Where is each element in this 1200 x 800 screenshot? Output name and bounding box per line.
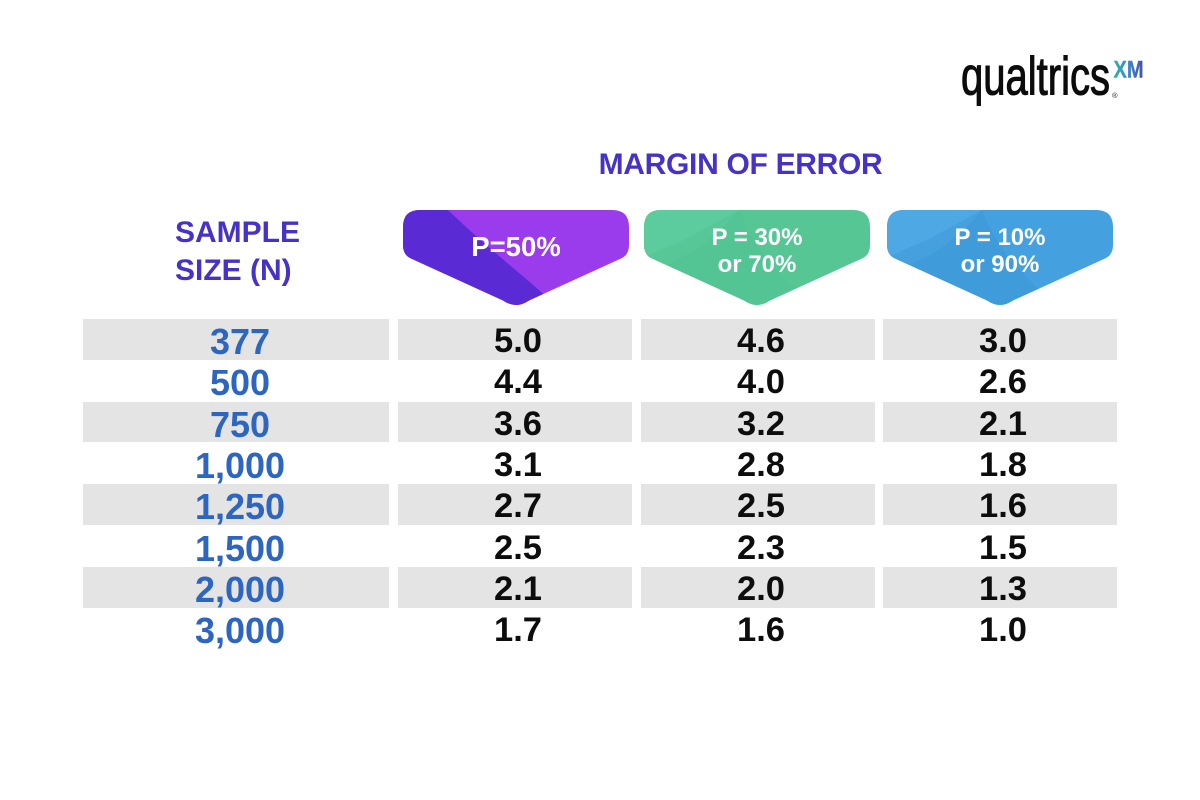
svg-text:qualtrics: qualtrics <box>961 47 1110 107</box>
svg-text:®: ® <box>1112 91 1118 100</box>
svg-text:XM: XM <box>1114 57 1144 84</box>
